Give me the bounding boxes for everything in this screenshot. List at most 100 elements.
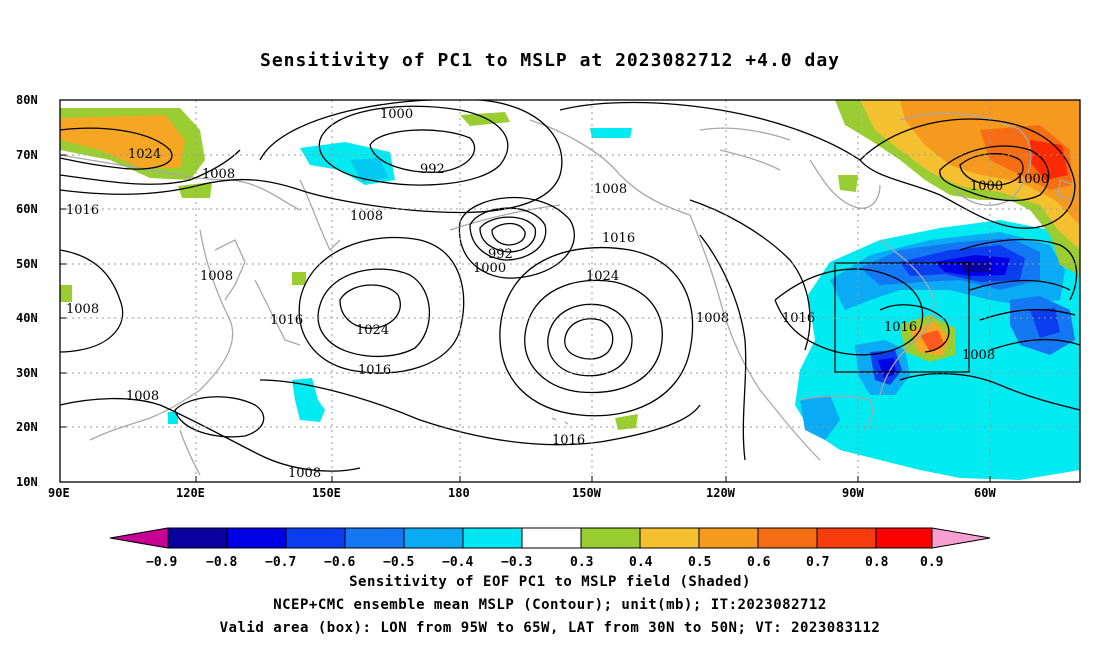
isobar-label: 1008 — [288, 466, 321, 481]
isobar-label: 1008 — [200, 269, 233, 284]
colorbar-box — [285, 527, 346, 549]
colorbar-box — [875, 527, 933, 549]
shade-positive-hawaii — [615, 414, 638, 430]
contour-1016-pacific — [259, 379, 701, 446]
coast-hawaii — [551, 417, 569, 425]
contour-1008-atl-east-2 — [969, 279, 1080, 351]
contour-arctic — [559, 101, 861, 161]
contour-992-greenland — [959, 153, 1024, 186]
isobar-label: 992 — [488, 247, 513, 262]
isobar-label: 1008 — [126, 389, 159, 404]
isobar-label: 1000 — [1016, 172, 1049, 187]
colorbar: −0.9 −0.8 −0.7 −0.6 −0.5 −0.4 −0.3 0.3 0… — [109, 527, 991, 570]
contour-1008-pacific-south — [60, 397, 361, 472]
shade-positive-kamchatka — [292, 272, 306, 285]
colorbar-low-triangle — [109, 527, 169, 549]
colorbar-label: −0.7 — [265, 555, 296, 570]
coast-greenland — [899, 112, 1032, 206]
isobar-label: 1016 — [602, 231, 635, 246]
lat-label: 50N — [16, 257, 38, 271]
isobar-label: 1016 — [552, 433, 585, 448]
map-frame — [59, 99, 1081, 483]
contour-high-east-mid — [524, 279, 663, 394]
colorbar-box — [344, 527, 405, 549]
caption-valid-area: Valid area (box): LON from 95W to 65W, L… — [219, 620, 881, 636]
lat-label: 40N — [16, 311, 38, 325]
colorbar-label: 0.5 — [688, 555, 711, 570]
colorbar-box — [757, 527, 818, 549]
coastline-layer — [60, 112, 1076, 476]
lat-label: 80N — [16, 93, 38, 107]
coast-kamchatka — [299, 179, 341, 252]
lon-label: 60W — [974, 486, 996, 500]
colorbar-label: 0.8 — [865, 555, 889, 570]
isobar-label: 1024 — [586, 269, 619, 284]
coast-namerica-west — [689, 214, 821, 461]
lon-label: 150W — [572, 486, 602, 500]
contour-1024-siberia — [60, 127, 173, 170]
isobar-label: 1000 — [970, 179, 1003, 194]
isobar-label: 1016 — [884, 320, 917, 335]
shade-positive-atlantic-core — [920, 330, 944, 352]
contour-1016-na-ridge — [689, 199, 811, 351]
colorbar-label: −0.8 — [206, 555, 237, 570]
colorbar-box — [226, 527, 287, 549]
shade-negative-eastatl-deep — [1030, 308, 1060, 338]
contour-high-east-inner — [547, 303, 633, 377]
lat-label: 30N — [16, 366, 38, 380]
lon-label: 120W — [706, 486, 736, 500]
lon-label: 90W — [842, 486, 864, 500]
lon-label: 120E — [176, 486, 205, 500]
colorbar-box — [639, 527, 700, 549]
colorbar-box — [816, 527, 877, 549]
isobar-label-layer: 1024 1008 1016 1000 992 1008 992 1000 10… — [66, 107, 1049, 481]
shade-positive-hudson — [838, 175, 858, 192]
colorbar-box — [698, 527, 759, 549]
isobar-label: 1008 — [202, 167, 235, 182]
page-title: Sensitivity of PC1 to MSLP at 2023082712… — [259, 50, 840, 71]
colorbar-label: 0.4 — [629, 555, 653, 570]
contour-layer — [60, 100, 1080, 472]
contour-1000-low — [318, 105, 509, 186]
coast-hudson — [809, 159, 881, 209]
lat-label: 20N — [16, 420, 38, 434]
lon-label: 90E — [48, 486, 70, 500]
lon-label-group: 90E 120E 150E 180 150W 120W 90W 60W — [48, 486, 996, 500]
isobar-label: 1016 — [358, 363, 391, 378]
contour-1008-atl-east-1 — [959, 238, 1078, 301]
colorbar-box — [167, 527, 228, 549]
contour-high-east-outer — [499, 246, 694, 417]
isobar-label: 1008 — [594, 182, 627, 197]
caption-contour: NCEP+CMC ensemble mean MSLP (Contour); u… — [273, 597, 827, 613]
coast-china — [89, 229, 234, 441]
isobar-label: 1016 — [66, 203, 99, 218]
lat-label: 10N — [16, 475, 38, 489]
colorbar-label: 0.3 — [570, 555, 593, 570]
contour-high-west-inner — [317, 268, 431, 358]
coast-arctic-islands — [699, 127, 791, 171]
tick-layer — [60, 99, 991, 483]
contour-high-east-core — [564, 318, 614, 360]
isobar-label: 992 — [420, 162, 445, 177]
isobar-label: 1008 — [350, 209, 383, 224]
lon-label: 180 — [448, 486, 470, 500]
colorbar-label: 0.6 — [747, 555, 771, 570]
colorbar-box — [580, 527, 641, 549]
shade-negative-gulf — [800, 395, 840, 440]
isobar-label: 1008 — [66, 302, 99, 317]
contour-1008-westpac — [60, 249, 124, 353]
contour-1008-siberia — [60, 178, 301, 195]
contour-992-low — [369, 129, 476, 173]
coast-asia-north — [60, 154, 301, 211]
gridline-layer — [60, 100, 1080, 482]
colorbar-label: −0.6 — [324, 555, 355, 570]
isobar-label: 1000 — [473, 261, 506, 276]
contour-1000-greenland-outer — [859, 118, 1076, 229]
lat-label: 60N — [16, 202, 38, 216]
coast-japan — [254, 279, 301, 346]
lat-label: 70N — [16, 148, 38, 162]
isobar-label: 1016 — [270, 313, 303, 328]
colorbar-box — [403, 527, 464, 549]
colorbar-label: 0.7 — [806, 555, 829, 570]
colorbar-label: −0.5 — [383, 555, 414, 570]
